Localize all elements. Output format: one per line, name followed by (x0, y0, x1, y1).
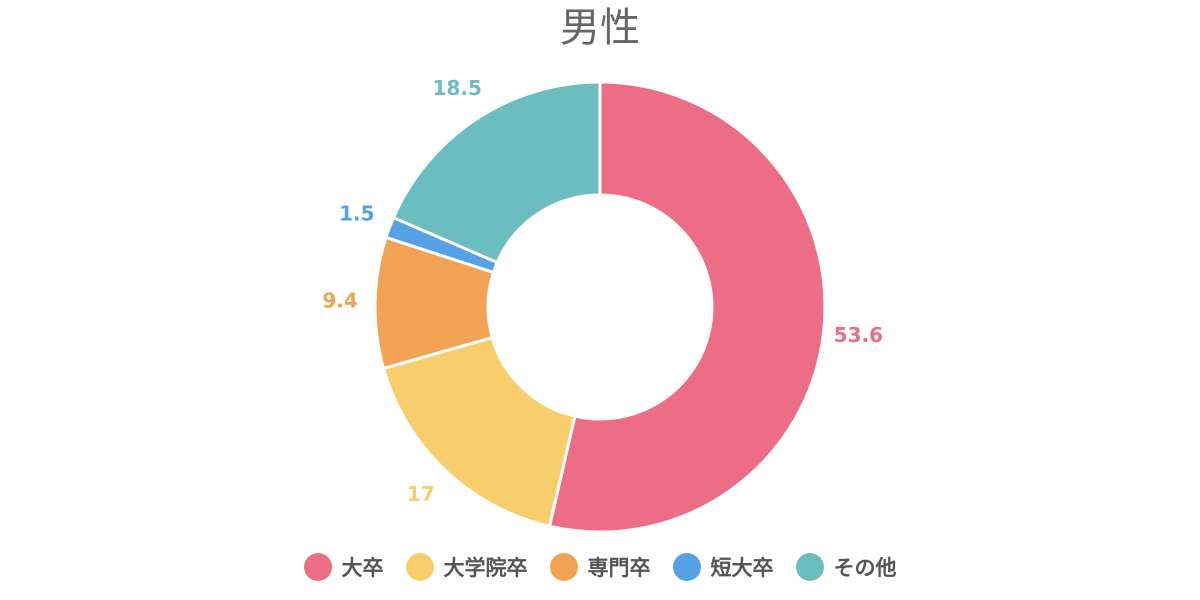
legend-swatch-2 (405, 553, 434, 581)
legend-swatch-1 (303, 553, 332, 581)
value-label-3: 9.4 (322, 289, 357, 313)
legend-item-5[interactable]: その他 (795, 552, 897, 582)
legend-item-2[interactable]: 大学院卒 (405, 552, 528, 582)
value-label-5: 18.5 (433, 76, 482, 100)
value-label-1: 53.6 (834, 323, 883, 347)
legend-label-4: 短大卒 (710, 556, 774, 580)
value-label-2: 17 (407, 482, 435, 506)
slice-1 (547, 80, 827, 534)
legend-label-2: 大学院卒 (443, 556, 528, 580)
value-labels-group: 53.6 17 9.4 1.5 18.5 (322, 76, 883, 506)
legend-item-4[interactable]: 短大卒 (672, 552, 774, 582)
value-label-4: 1.5 (339, 202, 374, 226)
chart-title: 男性 (560, 5, 640, 51)
legend-label-5: その他 (833, 556, 897, 580)
slice-2 (381, 335, 577, 529)
legend-item-1[interactable]: 大卒 (303, 552, 384, 582)
slices-group (373, 80, 827, 534)
slice-5 (391, 80, 602, 265)
legend-swatch-3 (549, 553, 578, 581)
legend-label-1: 大卒 (341, 556, 384, 580)
legend-item-3[interactable]: 専門卒 (549, 552, 651, 582)
legend: 大卒 大学院卒 専門卒 短大卒 その他 (0, 550, 1200, 584)
legend-label-3: 専門卒 (587, 556, 651, 580)
legend-swatch-5 (795, 553, 824, 581)
legend-swatch-4 (672, 553, 701, 581)
